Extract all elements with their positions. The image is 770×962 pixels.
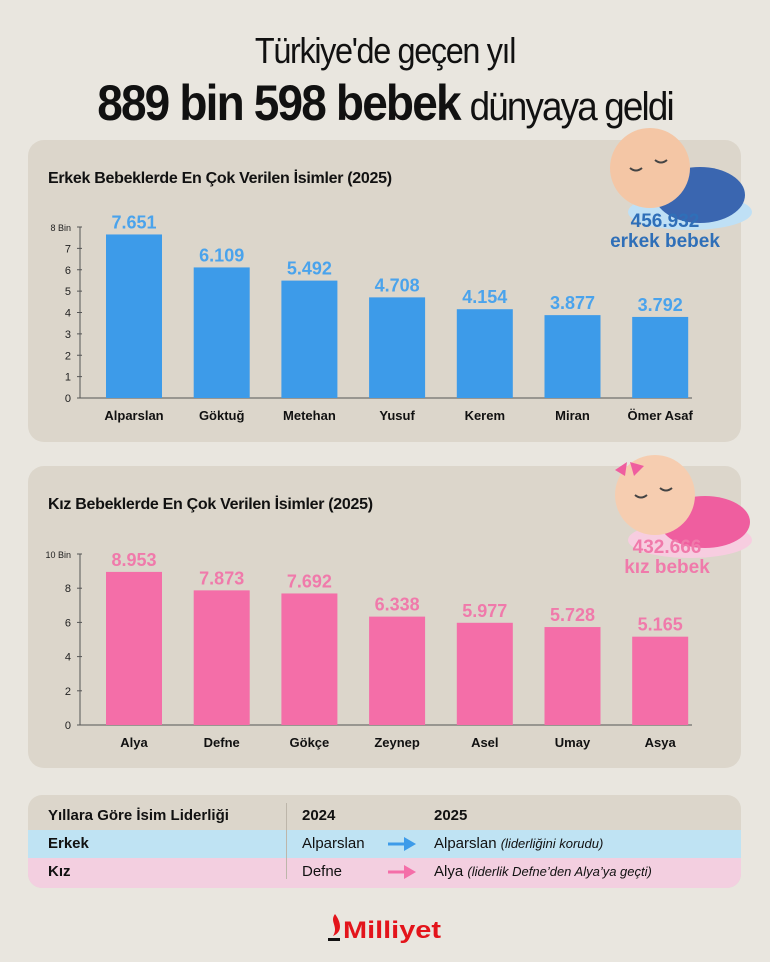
- y-tick-label: 0: [65, 720, 71, 732]
- bar-value-label: 6.109: [199, 245, 244, 265]
- y-tick-label: 4: [65, 652, 71, 664]
- girls-total: 432.666 kız bebek: [612, 538, 722, 578]
- y-tick-label: 6: [65, 265, 71, 277]
- leadership-table: Yıllara Göre İsim Liderliği 2024 2025 Er…: [28, 795, 741, 888]
- category-label: Umay: [555, 735, 591, 750]
- row-note: (liderliğini korudu): [500, 836, 604, 851]
- bar-value-label: 5.728: [550, 605, 595, 625]
- baby-boy-illustration: [610, 128, 752, 230]
- bar-value-label: 7.692: [287, 571, 332, 591]
- category-label: Asya: [645, 735, 677, 750]
- y-tick-label: 5: [65, 286, 71, 298]
- bar-yusuf: [369, 297, 426, 398]
- bar-alya: [106, 571, 162, 725]
- bar-zeynep: [369, 616, 426, 725]
- y-tick-label: 7: [65, 243, 71, 255]
- bar-value-label: 7.873: [199, 568, 244, 588]
- row-2025: Alparslan (liderliğini korudu): [434, 830, 603, 858]
- headline-line1: Türkiye'de geçen yıl: [254, 30, 516, 71]
- y-tick-label: 4: [65, 308, 71, 320]
- table-title: Yıllara Göre İsim Liderliği: [48, 807, 229, 824]
- category-label: Defne: [204, 735, 240, 750]
- category-label: Asel: [471, 735, 498, 750]
- bar-umay: [544, 627, 601, 725]
- bar-value-label: 8.953: [111, 550, 156, 570]
- bar-miran: [544, 315, 601, 398]
- row-label: Kız: [48, 863, 71, 880]
- arrow-right-icon: [388, 865, 416, 879]
- y-tick-label: 2: [65, 686, 71, 698]
- baby-girl-illustration: [615, 455, 752, 558]
- bar-gökçe: [281, 593, 338, 725]
- category-label: Ömer Asaf: [628, 408, 694, 423]
- bar-defne: [193, 590, 250, 725]
- headline-light: dünyaya geldi: [469, 85, 675, 129]
- row-2025-name: Alya: [434, 863, 464, 880]
- arrow-right-icon: [388, 837, 416, 851]
- table-header-row: Yıllara Göre İsim Liderliği 2024 2025: [28, 802, 741, 832]
- milliyet-logo: Milliyet: [328, 914, 441, 944]
- bar-göktuğ: [193, 267, 250, 398]
- category-label: Gökçe: [290, 735, 330, 750]
- bar-value-label: 6.338: [375, 595, 420, 615]
- bar-value-label: 4.154: [462, 287, 507, 307]
- bar-kerem: [456, 309, 513, 398]
- col-2025: 2025: [434, 807, 468, 824]
- row-2025-name: Alparslan: [434, 835, 497, 852]
- y-tick-label: 0: [65, 393, 71, 405]
- bar-alparslan: [106, 234, 162, 398]
- girls-chart-title: Kız Bebeklerde En Çok Verilen İsimler (2…: [48, 496, 373, 513]
- y-tick-label: 6: [65, 617, 71, 629]
- row-2025: Alya (liderlik Defne’den Alya’ya geçti): [434, 858, 652, 886]
- y-tick-label: 8: [65, 583, 71, 595]
- bar-metehan: [281, 280, 338, 398]
- bar-value-label: 5.165: [638, 615, 683, 635]
- category-label: Göktuğ: [199, 408, 245, 423]
- y-tick-label: 3: [65, 329, 71, 341]
- table-row-kiz: Kız Defne Alya (liderlik Defne’den Alya’…: [28, 858, 741, 888]
- boys-total-count: 456.932: [630, 211, 700, 232]
- divider: [286, 803, 287, 879]
- y-tick-label: 8 Bin: [50, 223, 71, 233]
- row-2024: Defne: [302, 863, 343, 880]
- category-label: Metehan: [283, 408, 336, 423]
- headline-line2: 889 bin 598 bebek dünyaya geldi: [31, 74, 739, 132]
- boys-total-label: erkek bebek: [610, 231, 720, 252]
- bar-asya: [632, 636, 689, 725]
- flame-icon: [333, 914, 340, 936]
- y-tick-label: 1: [65, 372, 71, 384]
- bar-value-label: 5.977: [462, 601, 507, 621]
- svg-text:Milliyet: Milliyet: [343, 917, 441, 944]
- category-label: Yusuf: [379, 408, 415, 423]
- bar-value-label: 4.708: [375, 275, 420, 295]
- girls-total-label: kız bebek: [624, 557, 710, 578]
- row-note: (liderlik Defne’den Alya’ya geçti): [467, 864, 652, 879]
- category-label: Alya: [120, 735, 148, 750]
- boys-total: 456.932 erkek bebek: [605, 212, 725, 252]
- table-row-erkek: Erkek Alparslan Alparslan (liderliğini k…: [28, 830, 741, 858]
- category-label: Alparslan: [104, 408, 163, 423]
- category-label: Zeynep: [374, 735, 420, 750]
- headline-bold: 889 bin 598 bebek: [97, 75, 461, 131]
- bar-value-label: 3.877: [550, 293, 595, 313]
- bar-value-label: 5.492: [287, 259, 332, 279]
- category-label: Kerem: [465, 408, 505, 423]
- boys-chart-title: Erkek Bebeklerde En Çok Verilen İsimler …: [48, 170, 392, 187]
- bar-asel: [456, 622, 513, 725]
- row-label: Erkek: [48, 835, 89, 852]
- y-tick-label: 2: [65, 350, 71, 362]
- girls-total-count: 432.666: [632, 537, 702, 558]
- category-label: Miran: [555, 408, 590, 423]
- bar-ömer asaf: [632, 316, 689, 398]
- bar-value-label: 3.792: [638, 295, 683, 315]
- row-2024: Alparslan: [302, 835, 365, 852]
- col-2024: 2024: [302, 807, 336, 824]
- y-tick-label: 10 Bin: [45, 550, 71, 560]
- bar-value-label: 7.651: [111, 212, 156, 232]
